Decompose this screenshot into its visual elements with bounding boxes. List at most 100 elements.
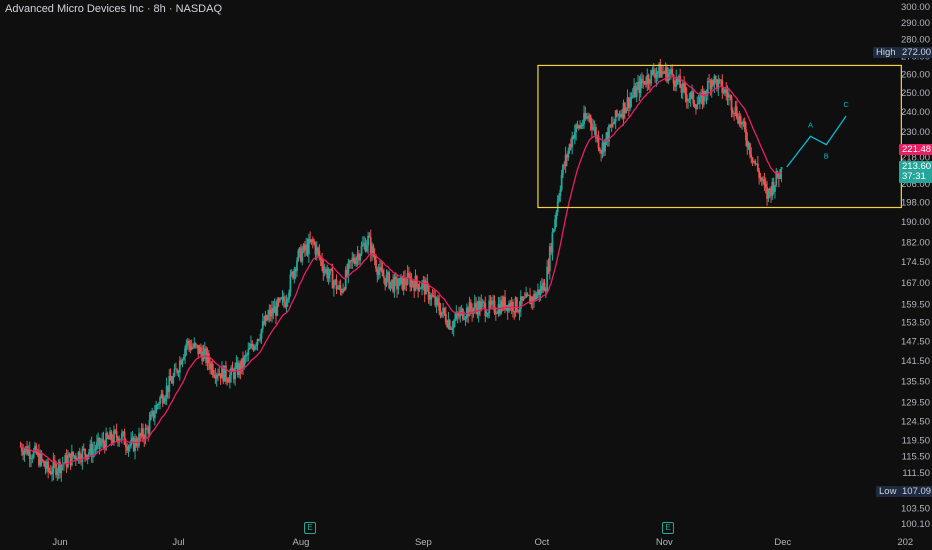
candle-body	[771, 181, 774, 196]
earnings-icon[interactable]: E	[662, 522, 674, 534]
candle-body	[97, 437, 100, 443]
candle-body	[519, 296, 522, 310]
candle-body	[342, 288, 344, 293]
candle-body	[389, 281, 392, 289]
candle-body	[184, 348, 186, 357]
candle-body	[716, 79, 718, 90]
candle-body	[31, 457, 34, 459]
candle-body	[265, 315, 268, 321]
candle-body	[117, 437, 119, 443]
candle-body	[610, 123, 613, 128]
candle-body	[658, 63, 660, 72]
candle-body	[107, 437, 110, 440]
candle-body	[429, 299, 431, 301]
candle-body	[766, 187, 768, 199]
wave-projection-line[interactable]	[786, 115, 847, 168]
low-value: 107.09	[899, 486, 932, 498]
candle-body	[128, 445, 131, 447]
candle-body	[427, 285, 430, 300]
candle-body	[313, 241, 316, 245]
candle-body	[253, 345, 256, 350]
candle-body	[642, 81, 645, 83]
candle-body	[234, 367, 237, 380]
candle-body	[247, 349, 250, 355]
candle-body	[43, 461, 46, 467]
candle-body	[180, 360, 183, 365]
candle-body	[167, 385, 169, 393]
candle-body	[708, 81, 711, 82]
last-price-tag: 213.60 37:31	[899, 160, 932, 183]
candle-body	[695, 106, 697, 109]
candle-body	[277, 299, 280, 302]
y-tick-label: 147.50	[901, 336, 930, 347]
candle-body	[602, 142, 605, 152]
candle-body	[696, 104, 699, 109]
candle-body	[23, 450, 26, 456]
candle-body	[452, 321, 455, 329]
y-tick-label: 190.00	[901, 217, 930, 228]
candle-body	[756, 163, 759, 171]
candle-body	[397, 285, 400, 290]
candle-body	[144, 427, 147, 440]
candle-body	[504, 297, 506, 310]
candle-body	[119, 438, 122, 440]
candle-body	[616, 110, 618, 116]
candle-body	[332, 282, 335, 289]
candle-body	[573, 132, 576, 139]
candle-body	[357, 253, 360, 261]
candle-body	[82, 448, 85, 450]
candle-body	[396, 278, 398, 290]
candle-body	[311, 239, 314, 242]
candle-body	[544, 290, 547, 292]
earnings-icon[interactable]: E	[304, 522, 316, 534]
candle-body	[411, 280, 414, 285]
candle-body	[188, 340, 190, 346]
candle-body	[292, 271, 294, 279]
candle-body	[455, 313, 458, 319]
candle-body	[664, 67, 667, 74]
candle-body	[529, 295, 531, 305]
candle-body	[521, 296, 524, 301]
candle-body	[26, 446, 28, 455]
candle-body	[410, 280, 413, 288]
y-tick-label: 167.00	[901, 278, 930, 289]
candle-body	[120, 433, 123, 439]
candle-body	[563, 164, 566, 167]
candle-body	[55, 463, 57, 476]
candle-body	[660, 71, 663, 78]
high-value: 272.00	[899, 47, 932, 59]
candle-body	[377, 270, 380, 275]
candle-body	[290, 271, 293, 275]
candle-body	[243, 356, 246, 367]
candle-body	[304, 244, 306, 251]
x-tick-label: Jun	[52, 537, 67, 548]
y-tick-label: 300.00	[901, 2, 930, 13]
candle-body	[581, 124, 584, 127]
candle-body	[604, 138, 606, 152]
candle-body	[525, 293, 527, 298]
candle-body	[668, 72, 671, 74]
y-tick-label: 129.50	[901, 398, 930, 409]
candle-body	[250, 343, 252, 348]
candle-body	[146, 427, 148, 429]
candle-body	[314, 244, 317, 255]
candle-body	[710, 80, 713, 90]
candle-body	[598, 148, 601, 151]
candle-body	[235, 362, 238, 368]
candle-body	[413, 284, 416, 291]
candle-body	[654, 74, 657, 79]
candle-body	[613, 122, 616, 125]
consolidation-rectangle[interactable]	[537, 64, 902, 209]
candle-body	[627, 97, 630, 109]
candle-body	[173, 368, 176, 376]
candle-body	[639, 78, 642, 94]
candle-body	[580, 124, 583, 127]
candle-body	[27, 449, 30, 455]
candle-body	[752, 160, 755, 162]
chart-title: Advanced Micro Devices Inc · 8h · NASDAQ	[5, 3, 223, 15]
candle-body	[724, 89, 726, 93]
candle-body	[69, 453, 72, 466]
candle-body	[421, 282, 423, 289]
candle-body	[635, 86, 638, 98]
